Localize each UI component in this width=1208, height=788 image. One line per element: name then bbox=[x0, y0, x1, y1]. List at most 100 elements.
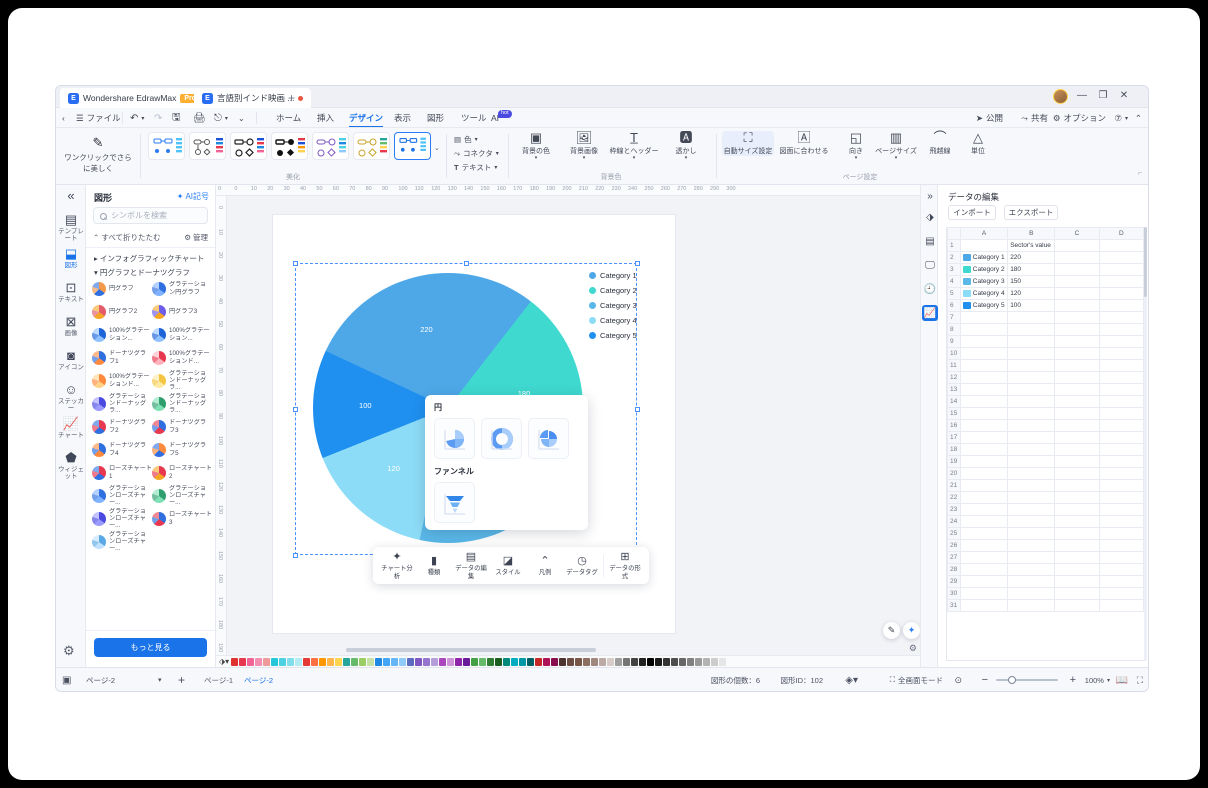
canvas-settings-icon[interactable]: ⚙ bbox=[908, 643, 917, 653]
cell-D29[interactable] bbox=[1098, 575, 1144, 588]
manage-button[interactable]: ⚙ 管理 bbox=[184, 232, 208, 242]
row-header[interactable]: 15 bbox=[947, 407, 961, 420]
fill-bucket-icon[interactable]: ⬗ bbox=[926, 211, 934, 223]
cell-D26[interactable] bbox=[1098, 539, 1144, 552]
palette-swatch[interactable] bbox=[503, 657, 511, 666]
cell-A25[interactable] bbox=[959, 527, 1009, 540]
cell-D8[interactable] bbox=[1098, 323, 1144, 336]
fullscreen-button[interactable]: ⛶ 全画面モード bbox=[890, 668, 943, 691]
tab-home[interactable]: ホーム bbox=[276, 113, 302, 123]
palette-swatch[interactable] bbox=[295, 657, 303, 666]
palette-swatch[interactable] bbox=[711, 657, 719, 666]
zoom-in-button[interactable]: + bbox=[1069, 674, 1076, 686]
cell-D25[interactable] bbox=[1098, 527, 1144, 540]
palette-swatch[interactable] bbox=[343, 657, 351, 666]
table-row[interactable]: 8 bbox=[947, 323, 1144, 336]
cell-C24[interactable] bbox=[1054, 515, 1100, 528]
text-menu[interactable]: T テキスト ▾ bbox=[454, 163, 498, 172]
page-select[interactable]: ページ-2 bbox=[86, 668, 115, 691]
palette-swatch[interactable] bbox=[319, 657, 327, 666]
shape-item[interactable]: 100%グラデーション... bbox=[152, 323, 212, 346]
cell-A24[interactable] bbox=[959, 515, 1009, 528]
palette-swatch[interactable] bbox=[375, 657, 383, 666]
table-row[interactable]: 25 bbox=[947, 527, 1144, 540]
fit-screen-icon[interactable]: ⛶ bbox=[1136, 674, 1143, 685]
more-commands-button[interactable]: ⌄ bbox=[238, 113, 245, 123]
shape-item[interactable]: 円グラフ2 bbox=[92, 300, 152, 323]
row-header[interactable]: 19 bbox=[947, 455, 961, 468]
table-row[interactable]: 29 bbox=[947, 575, 1144, 588]
cell-D18[interactable] bbox=[1098, 443, 1144, 456]
palette-swatch[interactable] bbox=[255, 657, 263, 666]
border-header-button[interactable]: T̲ 枠線とヘッダー ▾ bbox=[609, 130, 659, 161]
funnel-chart-option[interactable] bbox=[434, 482, 475, 523]
table-row[interactable]: 6 Category 5 100 bbox=[947, 299, 1144, 312]
back-button[interactable]: ‹ bbox=[62, 113, 65, 123]
palette-swatch[interactable] bbox=[623, 657, 631, 666]
palette-swatch[interactable] bbox=[455, 657, 463, 666]
cell-B16[interactable] bbox=[1007, 419, 1056, 432]
table-row[interactable]: 9 bbox=[947, 335, 1144, 348]
ai-fab[interactable]: ✦ bbox=[903, 622, 920, 639]
cell-C15[interactable] bbox=[1054, 407, 1100, 420]
cell-C3[interactable] bbox=[1054, 263, 1100, 276]
palette-swatch[interactable] bbox=[551, 657, 559, 666]
series-color-swatch[interactable] bbox=[962, 265, 971, 273]
row-header[interactable]: 7 bbox=[947, 311, 961, 324]
tab-ai[interactable]: AI bbox=[491, 113, 500, 123]
jump-line-button[interactable]: ⌒ 飛越線 bbox=[918, 130, 962, 156]
float-toolbar-data-tag[interactable]: ◷ データタグ bbox=[564, 555, 600, 577]
export-button[interactable]: エクスポート bbox=[1004, 205, 1058, 220]
row-header[interactable]: 25 bbox=[947, 527, 961, 540]
style-card-2[interactable] bbox=[189, 132, 226, 160]
table-row[interactable]: 1 Sector's value bbox=[947, 239, 1144, 252]
cell-C17[interactable] bbox=[1054, 431, 1100, 444]
import-button[interactable]: インポート bbox=[948, 205, 996, 220]
table-row[interactable]: 7 bbox=[947, 311, 1144, 324]
tab-insert[interactable]: 挿入 bbox=[317, 113, 335, 123]
horizontal-ruler[interactable]: 0 0 10 20 30 40 50 60 70 80 90 100 110 120 130 140 150 16… bbox=[216, 185, 920, 196]
row-header[interactable]: 18 bbox=[947, 443, 961, 456]
row-header[interactable]: 5 bbox=[947, 287, 961, 300]
cell-D4[interactable] bbox=[1098, 275, 1144, 288]
cell-D24[interactable] bbox=[1098, 515, 1144, 528]
new-tab-button[interactable]: + bbox=[288, 91, 296, 105]
palette-swatch[interactable] bbox=[631, 657, 639, 666]
cell-C13[interactable] bbox=[1054, 383, 1100, 396]
cell-C25[interactable] bbox=[1054, 527, 1100, 540]
cell-B11[interactable] bbox=[1007, 359, 1056, 372]
cell-C22[interactable] bbox=[1054, 491, 1100, 504]
cell-B5[interactable]: 120 bbox=[1007, 287, 1056, 300]
row-header[interactable]: 14 bbox=[947, 395, 961, 408]
fill-color-icon[interactable]: ⬗▾ bbox=[219, 657, 230, 666]
palette-swatch[interactable] bbox=[703, 657, 711, 666]
row-header[interactable]: 2 bbox=[947, 251, 961, 264]
style-card-6[interactable] bbox=[353, 132, 390, 160]
cell-A31[interactable] bbox=[959, 599, 1009, 612]
cell-D12[interactable] bbox=[1098, 371, 1144, 384]
pie-chart-option[interactable] bbox=[434, 418, 475, 459]
row-header[interactable]: 20 bbox=[947, 467, 961, 480]
style-card-3[interactable] bbox=[230, 132, 267, 160]
presentation-icon[interactable]: 🖵 bbox=[925, 259, 935, 271]
palette-swatch[interactable] bbox=[391, 657, 399, 666]
cell-D2[interactable] bbox=[1098, 251, 1144, 264]
cell-D15[interactable] bbox=[1098, 407, 1144, 420]
horizontal-scrollbar[interactable] bbox=[346, 648, 596, 652]
expand-right-panel-button[interactable]: » bbox=[927, 190, 933, 202]
cell-A6[interactable]: Category 5 bbox=[959, 299, 1009, 312]
shape-item[interactable]: ローズチャート3 bbox=[152, 507, 212, 530]
shape-item[interactable]: グラデーションローズチャー... bbox=[92, 507, 152, 530]
cell-C18[interactable] bbox=[1054, 443, 1100, 456]
shape-item[interactable]: ドーナツグラフ4 bbox=[92, 438, 152, 461]
collapse-all-button[interactable]: ⌃ すべて折りたたむ bbox=[93, 232, 161, 242]
search-input[interactable]: シンボルを検索 bbox=[93, 207, 208, 224]
column-header-C[interactable]: C bbox=[1054, 227, 1100, 240]
sidebar-item-chart[interactable]: 📈 チャート bbox=[56, 416, 86, 439]
ribbon-expand-icon[interactable]: ⌐ bbox=[1137, 170, 1142, 177]
cell-D11[interactable] bbox=[1098, 359, 1144, 372]
add-page-button[interactable]: + bbox=[178, 673, 186, 687]
sidebar-item-icons[interactable]: ◙ アイコン bbox=[56, 348, 86, 371]
cell-D27[interactable] bbox=[1098, 551, 1144, 564]
table-row[interactable]: 24 bbox=[947, 515, 1144, 528]
